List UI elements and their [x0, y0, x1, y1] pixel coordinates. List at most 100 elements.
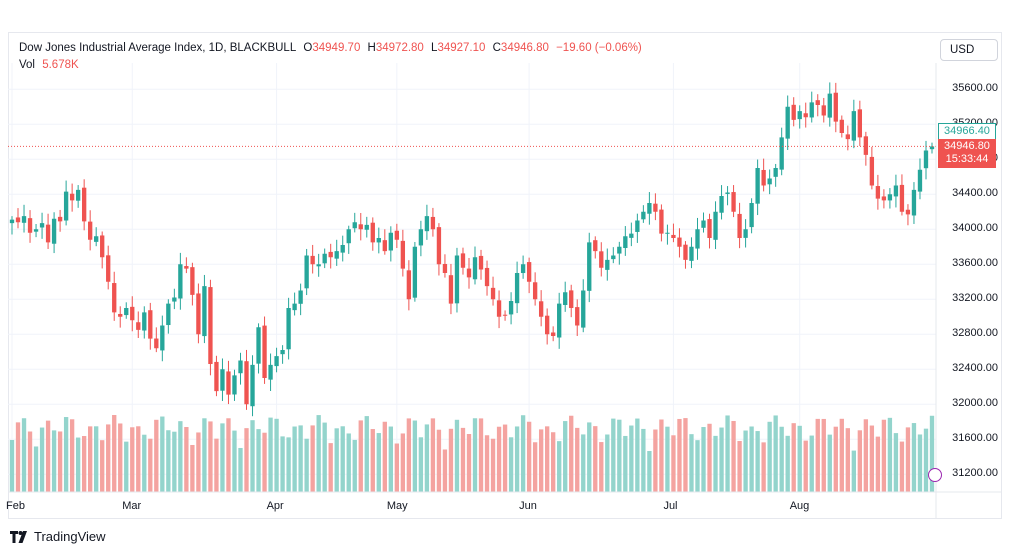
volume-bar	[268, 417, 273, 492]
volume-value: 5.678K	[42, 59, 79, 71]
volume-bar	[310, 425, 315, 492]
volume-bar	[695, 440, 700, 492]
volume-bar	[57, 431, 63, 492]
candle-body	[677, 237, 682, 247]
volume-bar	[232, 430, 237, 492]
candle-body	[773, 168, 778, 177]
volume-bar	[809, 435, 814, 492]
candle-body	[593, 240, 598, 252]
candle-body	[671, 234, 676, 238]
volume-bar	[400, 433, 406, 492]
volume-bar	[557, 441, 562, 492]
volume-bar	[821, 418, 826, 492]
volume-bar	[520, 415, 526, 492]
volume-bar	[538, 429, 544, 492]
volume-bar	[827, 434, 832, 492]
candle-body	[21, 216, 27, 223]
candle-body	[142, 312, 147, 331]
volume-bar	[791, 423, 796, 492]
candle-body	[629, 233, 634, 238]
price-tick-label: 32000.00	[952, 397, 998, 410]
candle-body	[45, 224, 51, 243]
volume-bar	[250, 420, 255, 492]
volume-bar	[599, 442, 604, 492]
candle-body	[749, 203, 754, 228]
volume-bar	[436, 429, 442, 492]
candle-body	[538, 301, 544, 317]
volume-bar	[304, 438, 309, 492]
change-value: −19.60 (−0.06%)	[556, 42, 642, 54]
volume-bar	[148, 438, 153, 492]
tradingview-brand[interactable]: TradingView	[10, 529, 106, 544]
volume-bar	[563, 421, 568, 492]
volume-bar	[635, 418, 640, 492]
candle-body	[767, 178, 772, 185]
candle-body	[575, 307, 580, 326]
volume-bar	[544, 426, 550, 492]
candle-body	[400, 240, 406, 269]
candle-body	[69, 193, 75, 201]
candle-body	[923, 150, 929, 169]
volume-bar	[484, 435, 490, 492]
candle-body	[496, 300, 502, 317]
candle-body	[436, 227, 442, 265]
instrument-title: Dow Jones Industrial Average Index, 1D, …	[19, 42, 297, 54]
volume-bar	[136, 426, 141, 492]
open-label: O	[303, 42, 313, 54]
candle-body	[27, 218, 33, 233]
candle-body	[226, 371, 231, 395]
volume-bar	[629, 425, 634, 492]
price-tick-label: 33600.00	[952, 257, 998, 270]
volume-bar	[779, 426, 784, 492]
candle-body	[196, 293, 201, 335]
candle-body	[63, 191, 69, 221]
volume-bar	[334, 428, 339, 492]
candle-body	[262, 325, 267, 378]
candle-body	[803, 113, 808, 118]
last-price-tag: 34946.80 15:33:44	[938, 139, 996, 169]
scroll-to-realtime-button[interactable]	[928, 468, 942, 482]
volume-bar	[851, 450, 856, 492]
candle-body	[641, 211, 646, 220]
candle-body	[442, 263, 448, 273]
candle-body	[526, 262, 532, 282]
candle-body	[298, 290, 303, 304]
price-tick-label: 32800.00	[952, 327, 998, 340]
volume-bar	[142, 434, 147, 492]
candle-body	[286, 308, 291, 350]
volume-bar	[659, 419, 664, 492]
candle-body	[917, 169, 923, 192]
candle-body	[605, 259, 610, 270]
volume-bar	[118, 423, 123, 492]
candle-body	[815, 100, 820, 105]
volume-bar	[460, 427, 466, 492]
candle-body	[791, 104, 796, 120]
volume-bar	[88, 426, 93, 492]
volume-bar	[917, 434, 923, 492]
candle-body	[929, 146, 935, 150]
candle-body	[334, 251, 339, 259]
volume-bar	[454, 419, 460, 492]
candle-body	[220, 369, 225, 391]
candle-body	[51, 218, 57, 244]
candle-body	[214, 361, 219, 392]
candle-body	[166, 303, 171, 326]
candle-body	[352, 222, 357, 229]
candle-body	[130, 306, 135, 321]
volume-bar	[707, 423, 712, 492]
candle-body	[508, 301, 514, 315]
candle-body	[250, 364, 255, 407]
candle-series	[9, 82, 935, 417]
currency-button[interactable]: USD	[940, 39, 998, 61]
candle-body	[695, 229, 700, 249]
volume-bar	[448, 428, 454, 492]
candle-body	[268, 364, 273, 380]
volume-bar	[653, 429, 658, 492]
candle-body	[785, 106, 790, 139]
volume-bar	[184, 427, 189, 492]
candle-body	[478, 255, 484, 270]
candle-body	[364, 224, 369, 230]
volume-bar	[749, 426, 754, 492]
volume-bar	[424, 424, 430, 492]
